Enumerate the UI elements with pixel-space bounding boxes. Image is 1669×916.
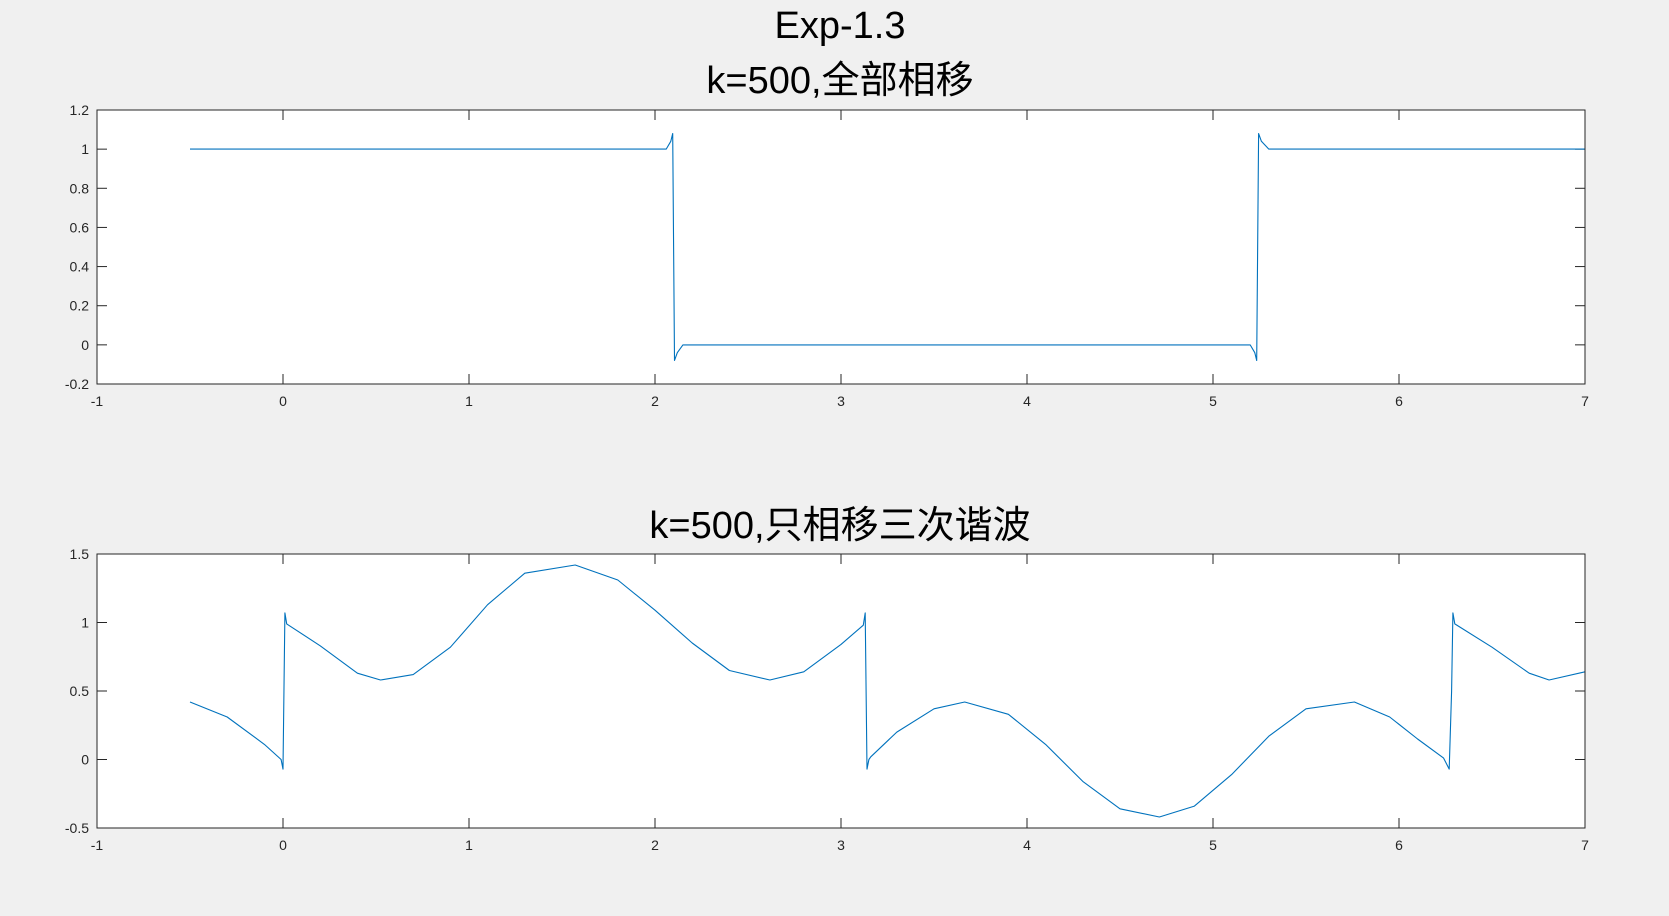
y-tick-label: 1 xyxy=(81,141,89,157)
x-tick-label: 4 xyxy=(1023,393,1031,409)
x-tick-label: -1 xyxy=(91,837,104,853)
x-tick-label: 5 xyxy=(1209,837,1217,853)
y-tick-label: 1 xyxy=(81,615,89,631)
subplot-2-title: k=500,只相移三次谐波 xyxy=(649,505,1030,547)
x-tick-label: 4 xyxy=(1023,837,1031,853)
x-tick-label: 3 xyxy=(837,837,845,853)
x-tick-label: 6 xyxy=(1395,393,1403,409)
subplot-2-axes-box xyxy=(96,553,1586,829)
subplot-1-axes-box xyxy=(96,109,1586,385)
x-tick-label: 0 xyxy=(279,393,287,409)
subplot-1-plot-area xyxy=(97,110,1585,384)
x-tick-label: 1 xyxy=(465,837,473,853)
y-tick-label: 0 xyxy=(81,752,89,768)
subplot-2-data xyxy=(189,564,1586,818)
series-line-1 xyxy=(189,564,1586,818)
y-tick-label: -0.5 xyxy=(65,820,89,836)
y-tick-label: 0.6 xyxy=(70,219,90,235)
y-tick-label: 1.5 xyxy=(70,546,90,562)
x-tick-label: 7 xyxy=(1581,393,1589,409)
series-line-1 xyxy=(190,132,1585,362)
figure-suptitle: Exp-1.3 xyxy=(775,5,906,47)
y-tick-label: -0.2 xyxy=(65,376,89,392)
x-tick-label: 7 xyxy=(1581,837,1589,853)
subplot-1-ticks: -1 0 1 2 3 4 5 6 7 -0.2 0 0.2 0.4 0.6 0.8 1 1.2 xyxy=(65,102,1589,409)
y-tick-label: 0.4 xyxy=(70,259,90,275)
subplot-1: k=500,全部相移 -1 0 1 2 3 4 5 6 7 -0.2 0 0.2 0.4 0.6 0.8 1 1… xyxy=(65,60,1589,409)
y-tick-label: 0.2 xyxy=(70,298,90,314)
x-tick-label: 0 xyxy=(279,837,287,853)
y-tick-label: 0.5 xyxy=(70,683,90,699)
y-tick-label: 1.2 xyxy=(70,102,90,118)
x-tick-label: -1 xyxy=(91,393,104,409)
subplot-2: k=500,只相移三次谐波 -1 0 1 2 3 4 5 6 7 -0.5 0 0.5 1 1.5 xyxy=(65,505,1589,853)
x-tick-label: 5 xyxy=(1209,393,1217,409)
subplot-1-title: k=500,全部相移 xyxy=(706,60,973,102)
y-tick-label: 0.8 xyxy=(70,180,90,196)
x-tick-label: 1 xyxy=(465,393,473,409)
x-tick-label: 2 xyxy=(651,393,659,409)
subplot-2-plot-area xyxy=(97,554,1585,828)
y-tick-label: 0 xyxy=(81,337,89,353)
subplot-1-data xyxy=(190,132,1585,362)
x-tick-label: 2 xyxy=(651,837,659,853)
x-tick-label: 6 xyxy=(1395,837,1403,853)
x-tick-label: 3 xyxy=(837,393,845,409)
